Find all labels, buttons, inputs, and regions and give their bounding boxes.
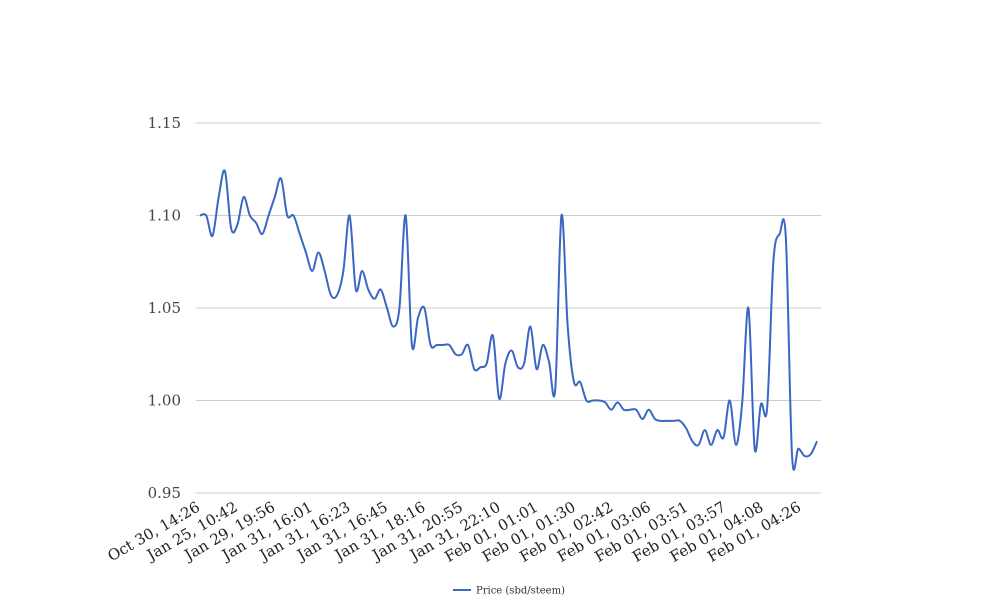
legend: Price (sbd/steem) bbox=[453, 586, 565, 597]
series-group bbox=[199, 169, 818, 471]
y-tick-label: 1.10 bbox=[148, 207, 181, 225]
y-axis-ticks: 0.95 1.00 1.05 1.10 1.15 bbox=[148, 114, 181, 502]
legend-label: Price (sbd/steem) bbox=[476, 586, 565, 597]
y-tick-label: 1.05 bbox=[148, 299, 181, 317]
y-tick-label: 1.00 bbox=[148, 392, 181, 410]
y-tick-label: 1.15 bbox=[148, 114, 181, 132]
series-line-price bbox=[199, 169, 818, 471]
y-tick-label: 0.95 bbox=[148, 484, 181, 502]
gridlines bbox=[196, 122, 821, 494]
